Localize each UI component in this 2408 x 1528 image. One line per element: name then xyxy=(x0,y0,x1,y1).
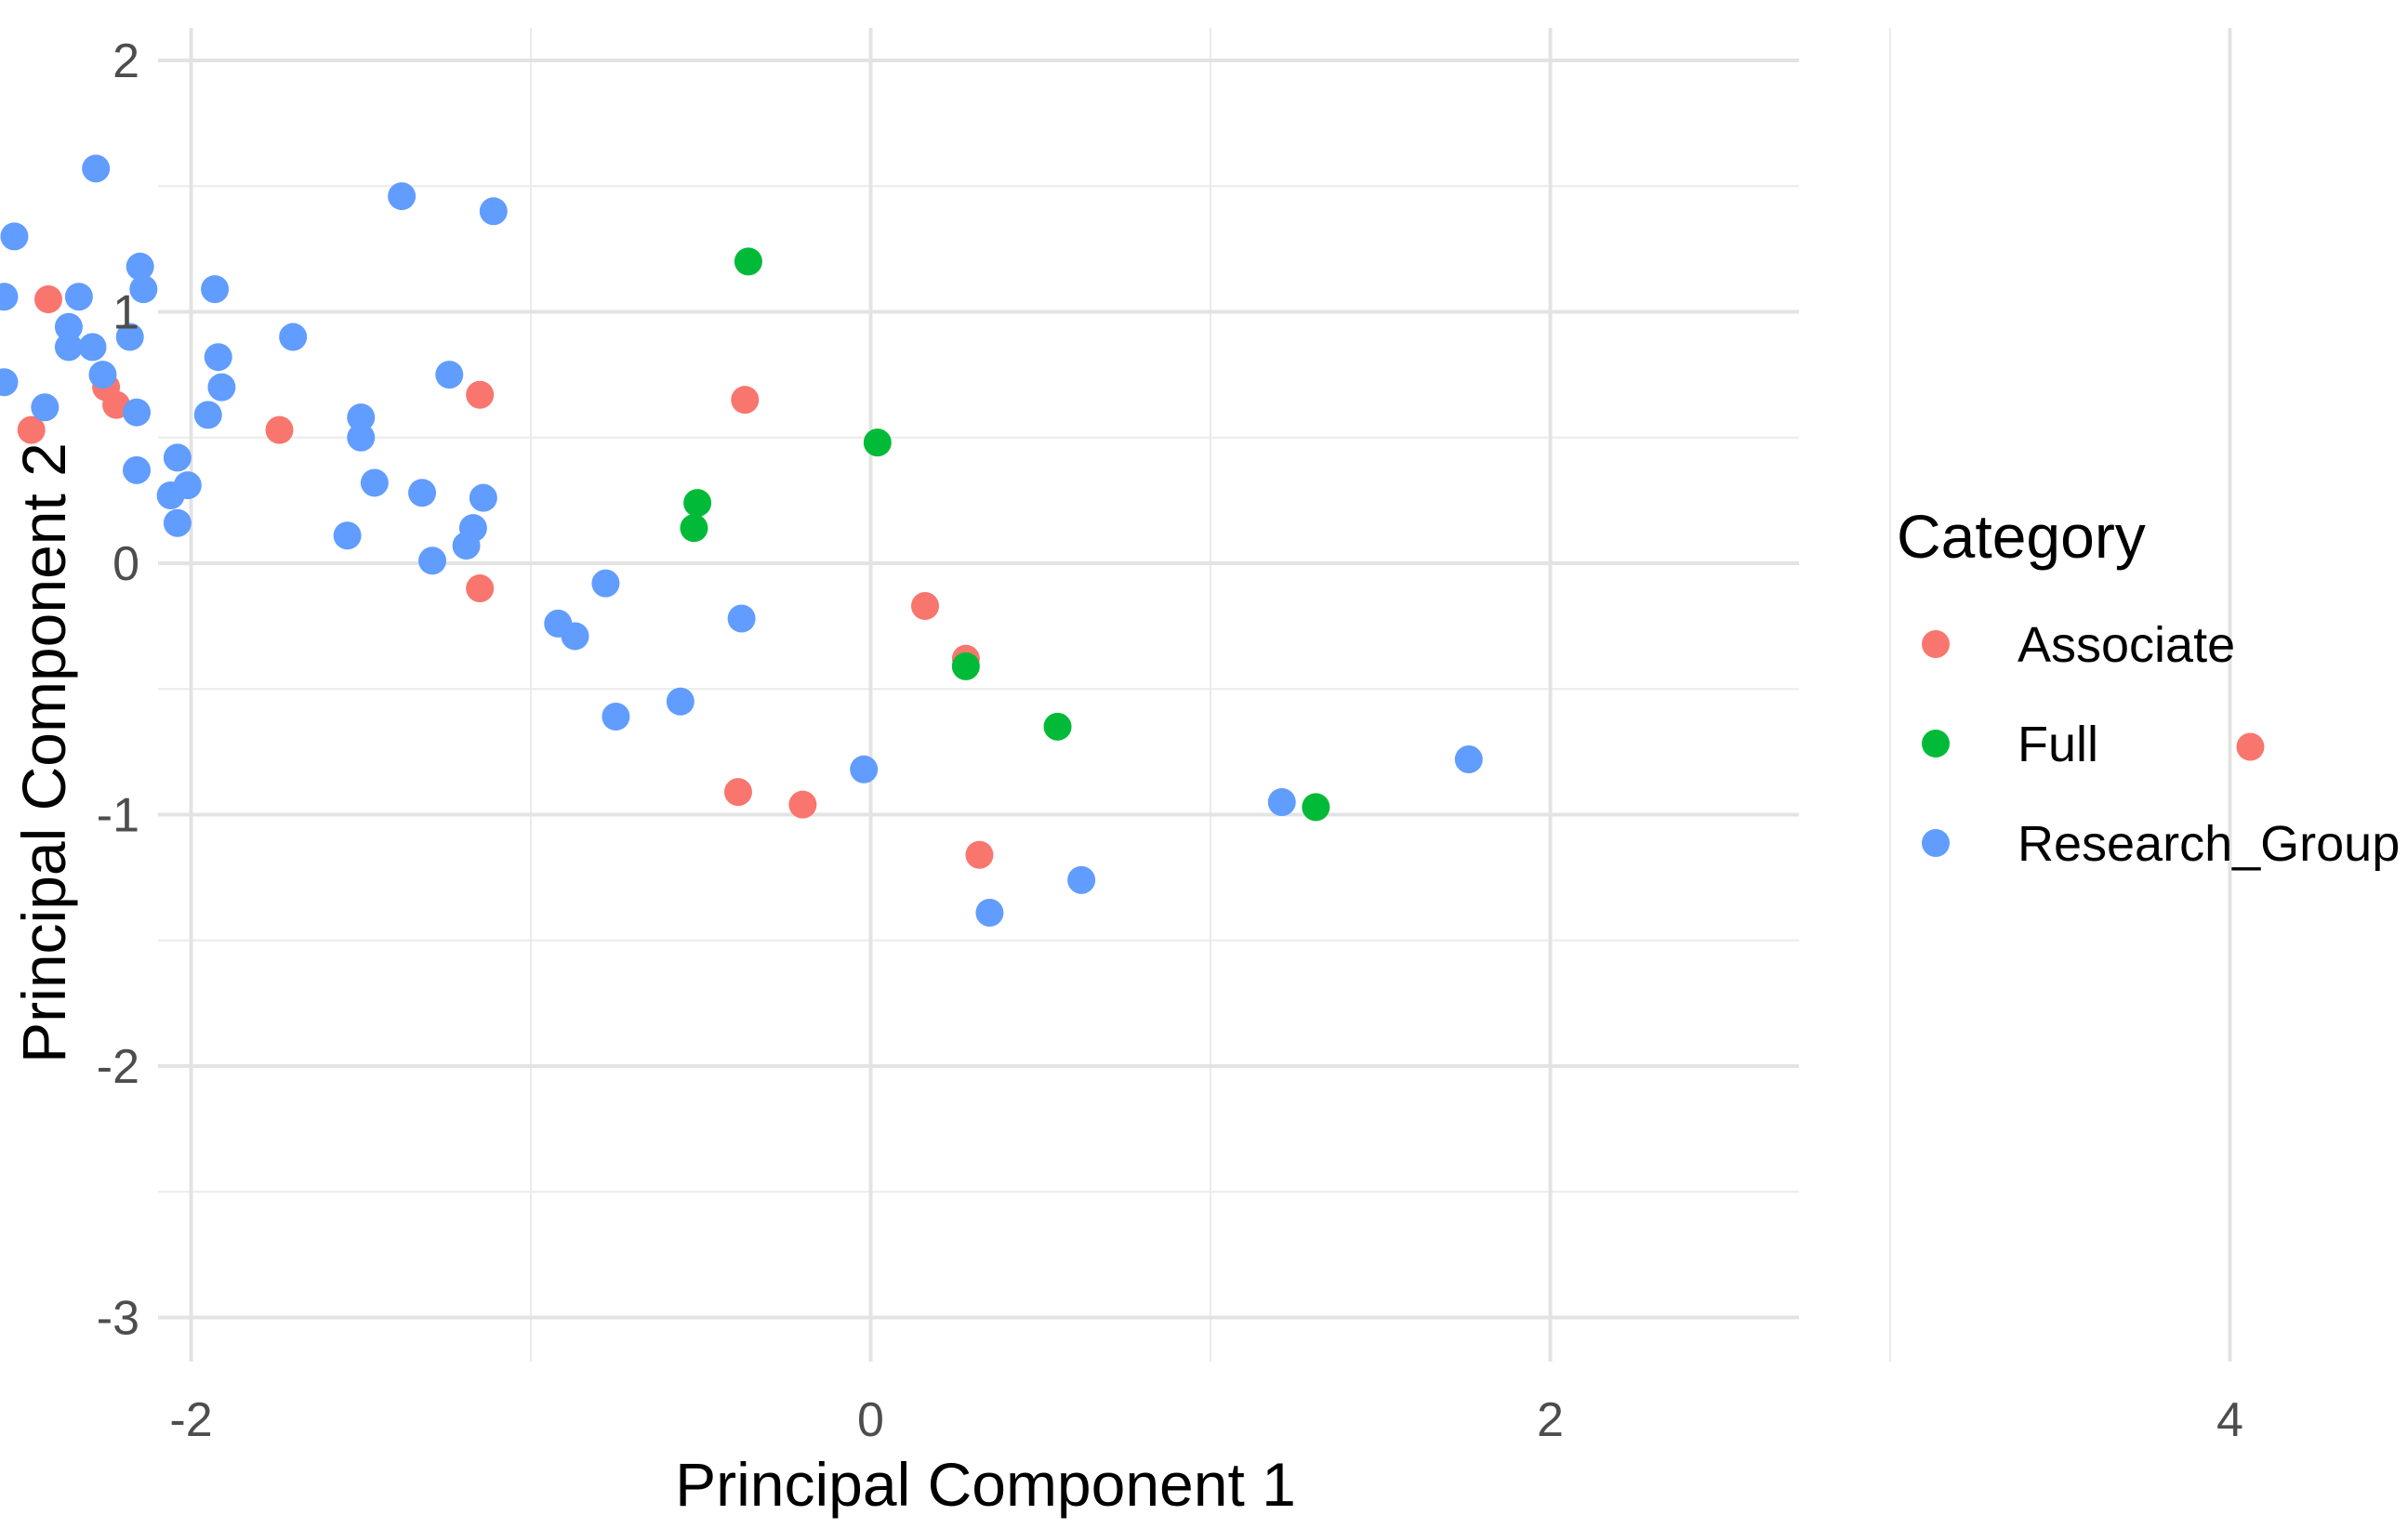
data-point xyxy=(951,652,980,680)
data-point xyxy=(54,333,83,362)
legend: Category Associate Full Research_Group xyxy=(1897,502,2400,872)
legend-title: Category xyxy=(1897,502,2146,571)
data-point xyxy=(279,323,308,351)
data-point xyxy=(54,312,83,341)
data-point xyxy=(469,483,497,512)
data-point xyxy=(0,283,19,311)
y-tick-label: 1 xyxy=(112,286,139,340)
data-point xyxy=(129,275,158,304)
x-axis-title: Principal Component 1 xyxy=(675,1450,1296,1519)
data-point xyxy=(910,591,939,620)
data-point xyxy=(683,489,712,518)
data-point xyxy=(123,455,152,484)
x-tick-label: 0 xyxy=(857,1393,884,1447)
y-tick-label: -2 xyxy=(97,1040,139,1094)
data-point xyxy=(965,840,994,869)
data-point xyxy=(1302,793,1330,822)
data-point xyxy=(78,333,107,362)
data-point xyxy=(452,532,481,560)
data-point xyxy=(64,283,93,311)
data-point xyxy=(265,415,294,444)
data-point xyxy=(201,275,230,304)
data-point xyxy=(360,468,389,497)
x-tick-label: 2 xyxy=(1537,1393,1564,1447)
data-point xyxy=(680,514,708,543)
data-point xyxy=(204,343,232,372)
data-point xyxy=(591,569,620,598)
x-tick-label: -2 xyxy=(169,1393,212,1447)
data-point xyxy=(975,898,1004,927)
data-points xyxy=(0,154,2265,927)
data-point xyxy=(1043,712,1072,741)
y-tick-label: 0 xyxy=(112,537,139,591)
data-point xyxy=(123,398,152,427)
legend-label: Research_Group xyxy=(2018,816,2400,872)
data-point xyxy=(31,393,60,422)
data-point xyxy=(435,361,464,389)
data-point xyxy=(115,323,144,351)
data-point xyxy=(1454,744,1483,773)
legend-items: Associate Full Research_Group xyxy=(1922,617,2400,872)
data-point xyxy=(734,247,762,276)
legend-label: Associate xyxy=(2018,617,2235,673)
data-point xyxy=(479,197,508,226)
y-tick-label: -3 xyxy=(97,1292,139,1346)
minor-gridlines xyxy=(158,28,1891,1362)
data-point xyxy=(466,380,495,409)
data-point xyxy=(126,252,154,281)
data-point xyxy=(333,521,362,550)
major-gridlines xyxy=(158,28,2232,1362)
data-point xyxy=(408,479,437,507)
legend-label: Full xyxy=(2018,717,2098,772)
data-point xyxy=(82,154,111,183)
data-point xyxy=(163,508,192,537)
data-point xyxy=(156,481,185,509)
data-point xyxy=(863,428,892,457)
data-point xyxy=(850,755,879,784)
x-tick-label: 4 xyxy=(2216,1393,2243,1447)
data-point xyxy=(1267,787,1296,816)
y-tick-label: -1 xyxy=(97,789,139,843)
data-point xyxy=(33,284,62,313)
series-full xyxy=(680,247,1330,822)
data-point xyxy=(0,222,29,251)
data-point xyxy=(731,386,760,415)
y-axis-tick-labels: -3 -2 -1 0 1 2 xyxy=(97,34,139,1346)
data-point xyxy=(1067,865,1096,894)
y-tick-label: 2 xyxy=(112,34,139,88)
legend-key-full xyxy=(1922,730,1950,757)
data-point xyxy=(723,778,752,807)
data-point xyxy=(466,574,495,603)
legend-key-associate xyxy=(1922,630,1950,658)
series-research-group xyxy=(0,154,1483,927)
data-point xyxy=(418,547,447,575)
data-point xyxy=(347,423,376,452)
data-point xyxy=(17,415,46,444)
data-point xyxy=(561,622,589,651)
data-point xyxy=(163,443,192,472)
data-point xyxy=(727,604,756,633)
data-point xyxy=(88,361,117,389)
data-point xyxy=(788,790,817,819)
data-point xyxy=(207,373,236,402)
data-point xyxy=(602,703,630,731)
data-point xyxy=(2236,732,2265,761)
data-point xyxy=(666,687,695,716)
data-point xyxy=(0,368,19,397)
data-point xyxy=(388,182,417,211)
y-axis-title: Principal Component 2 xyxy=(9,442,78,1063)
legend-key-research-group xyxy=(1922,829,1950,857)
data-point xyxy=(347,403,376,432)
data-point xyxy=(193,401,222,429)
